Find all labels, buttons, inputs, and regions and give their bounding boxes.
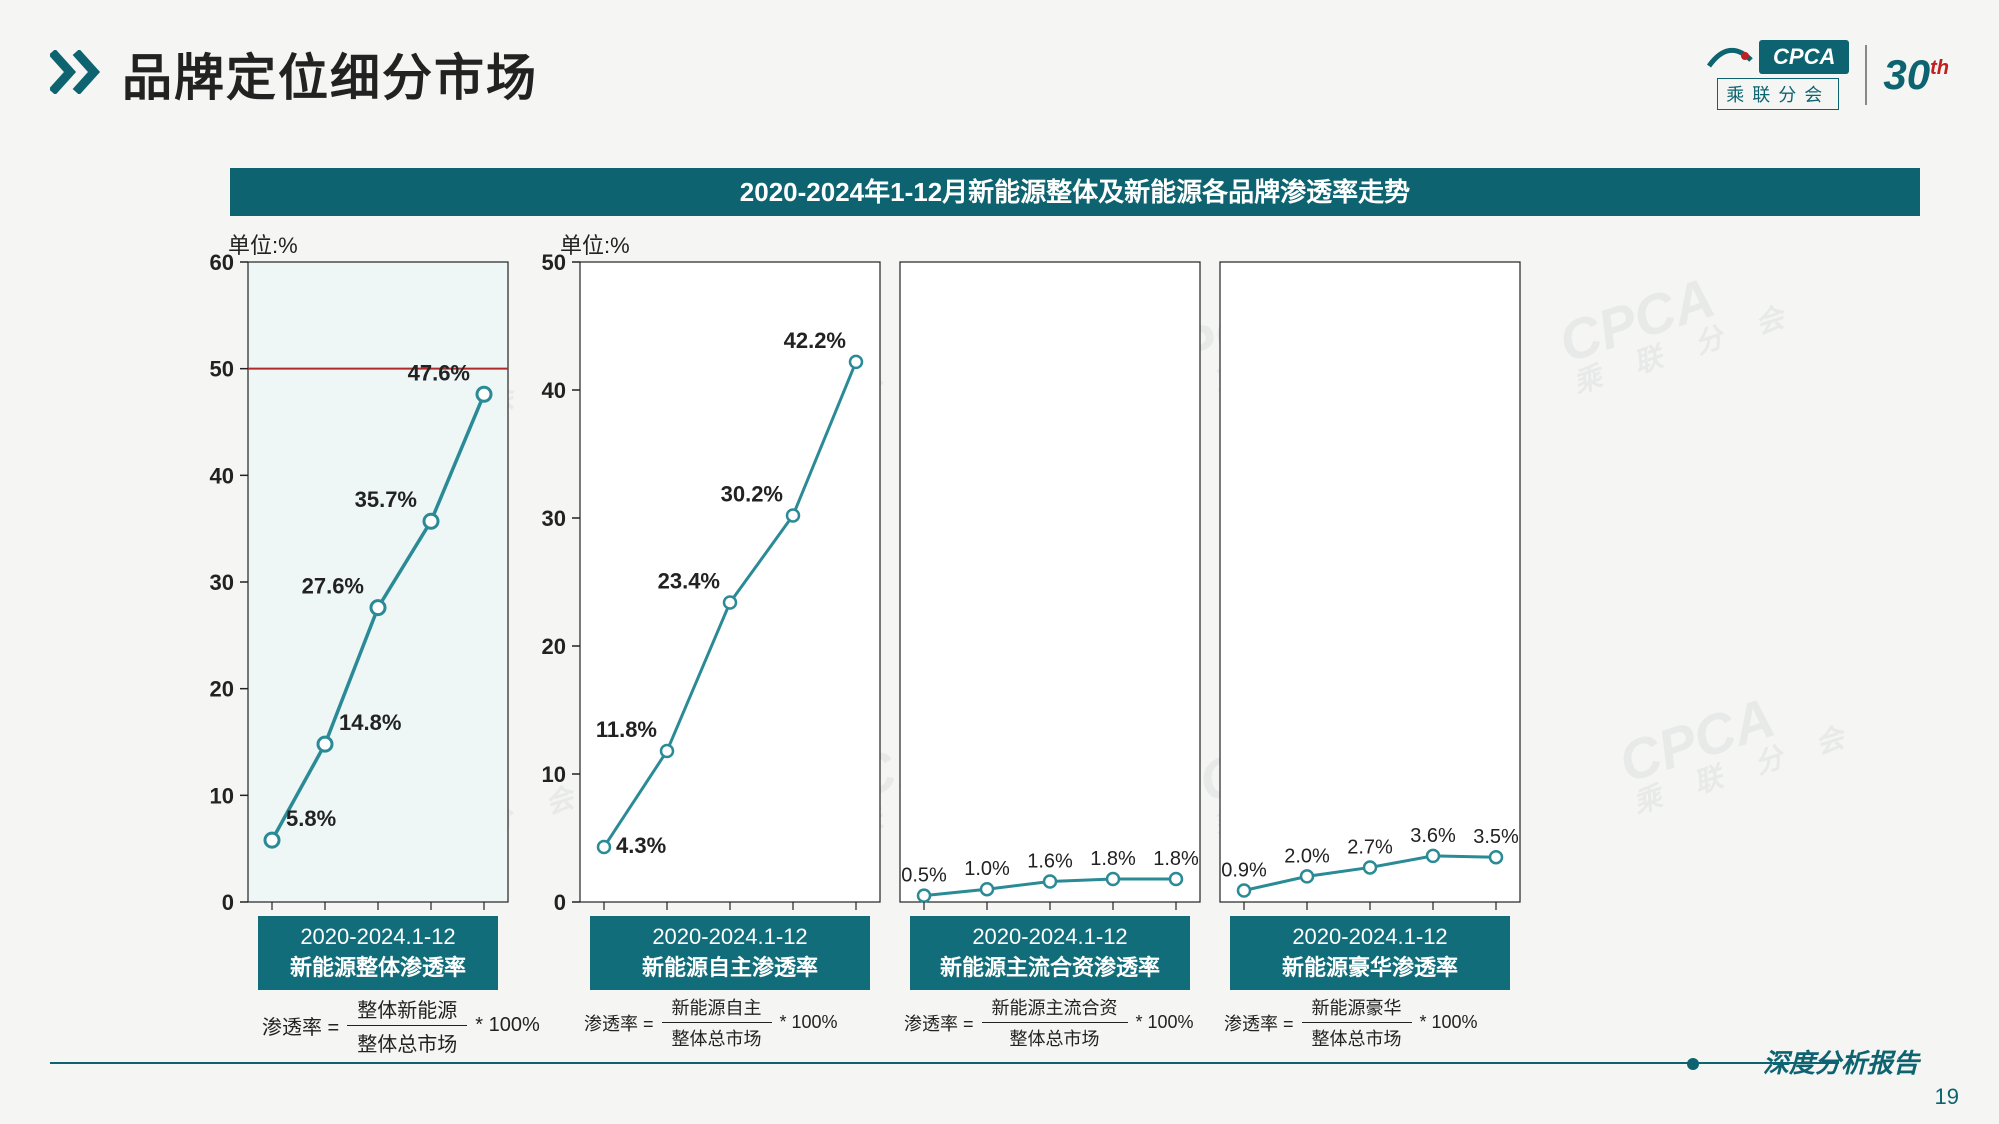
xlabel-overall: 2020-2024.1-12新能源整体渗透率 xyxy=(258,916,498,990)
svg-text:47.6%: 47.6% xyxy=(408,360,470,385)
svg-text:5.8%: 5.8% xyxy=(286,806,336,831)
svg-text:20: 20 xyxy=(542,634,566,659)
svg-text:23.4%: 23.4% xyxy=(658,568,720,593)
logo-cpca: CPCA xyxy=(1759,40,1849,74)
page-number: 19 xyxy=(1935,1084,1959,1110)
watermark: CPCA乘 联 分 会 xyxy=(1133,266,1381,418)
chart-banner: 2020-2024年1-12月新能源整体及新能源各品牌渗透率走势 xyxy=(230,168,1920,216)
xlabel-panel: 2020-2024.1-12新能源豪华渗透率 xyxy=(1230,916,1510,990)
logo-anniversary: 30th xyxy=(1883,51,1949,99)
unit-label: 单位:% xyxy=(228,228,298,260)
svg-text:50: 50 xyxy=(210,357,234,382)
slide-header: 品牌定位细分市场 xyxy=(50,38,538,110)
svg-text:30: 30 xyxy=(210,570,234,595)
slide-title: 品牌定位细分市场 xyxy=(122,38,538,110)
formula-overall: 渗透率 =整体新能源整体总市场* 100% xyxy=(262,992,540,1059)
svg-text:3.6%: 3.6% xyxy=(1410,825,1456,847)
svg-text:30.2%: 30.2% xyxy=(721,481,783,506)
svg-text:14.8%: 14.8% xyxy=(339,710,401,735)
svg-text:2.0%: 2.0% xyxy=(1284,845,1330,867)
svg-text:10: 10 xyxy=(542,762,566,787)
xlabel-panel: 2020-2024.1-12新能源主流合资渗透率 xyxy=(910,916,1190,990)
watermark: CPCA乘 联 分 会 xyxy=(713,296,961,448)
svg-text:40: 40 xyxy=(542,378,566,403)
svg-text:35.7%: 35.7% xyxy=(355,487,417,512)
watermark: CPCA乘 联 分 会 xyxy=(1553,246,1801,398)
footer-bullet-icon xyxy=(1687,1058,1699,1070)
svg-text:10: 10 xyxy=(210,783,234,808)
footer-label: 深度分析报告 xyxy=(1763,1043,1919,1080)
svg-text:1.0%: 1.0% xyxy=(964,858,1010,880)
svg-text:0.5%: 0.5% xyxy=(901,865,947,887)
svg-text:3.5%: 3.5% xyxy=(1473,826,1519,848)
swoosh-icon xyxy=(1707,42,1753,72)
logo-block: CPCA 乘联分会 30th xyxy=(1707,40,1949,110)
svg-text:2.7%: 2.7% xyxy=(1347,836,1393,858)
watermark: CPCA乘 联 分 会 xyxy=(773,706,1021,858)
watermark: CPCA乘 联 分 会 xyxy=(1613,666,1861,818)
svg-text:1.8%: 1.8% xyxy=(1090,848,1136,870)
svg-text:1.8%: 1.8% xyxy=(1153,848,1199,870)
svg-text:11.8%: 11.8% xyxy=(596,717,657,742)
svg-text:42.2%: 42.2% xyxy=(784,328,846,353)
chevrons-icon xyxy=(50,50,104,99)
svg-text:27.6%: 27.6% xyxy=(302,574,364,599)
svg-text:0: 0 xyxy=(554,890,566,915)
formula-panel: 渗透率 =新能源主流合资整体总市场* 100% xyxy=(904,992,1194,1053)
svg-text:4.3%: 4.3% xyxy=(616,833,666,858)
xlabel-panel: 2020-2024.1-12新能源自主渗透率 xyxy=(590,916,870,990)
logo-subtext: 乘联分会 xyxy=(1717,78,1839,110)
svg-text:40: 40 xyxy=(210,463,234,488)
watermark: CPCA乘 联 分 会 xyxy=(1193,686,1441,838)
svg-text:20: 20 xyxy=(210,677,234,702)
formula-panel: 渗透率 =新能源自主整体总市场* 100% xyxy=(584,992,838,1053)
svg-text:1.6%: 1.6% xyxy=(1027,851,1073,873)
svg-text:0: 0 xyxy=(222,890,234,915)
watermark: CPCA乘 联 分 会 xyxy=(283,326,531,478)
unit-label-right: 单位:% xyxy=(560,228,630,260)
watermark: CPCA乘 联 分 会 xyxy=(343,726,591,878)
footer-divider xyxy=(50,1062,1839,1064)
svg-text:0.9%: 0.9% xyxy=(1221,859,1267,881)
formula-panel: 渗透率 =新能源豪华整体总市场* 100% xyxy=(1224,992,1478,1053)
svg-text:30: 30 xyxy=(542,506,566,531)
